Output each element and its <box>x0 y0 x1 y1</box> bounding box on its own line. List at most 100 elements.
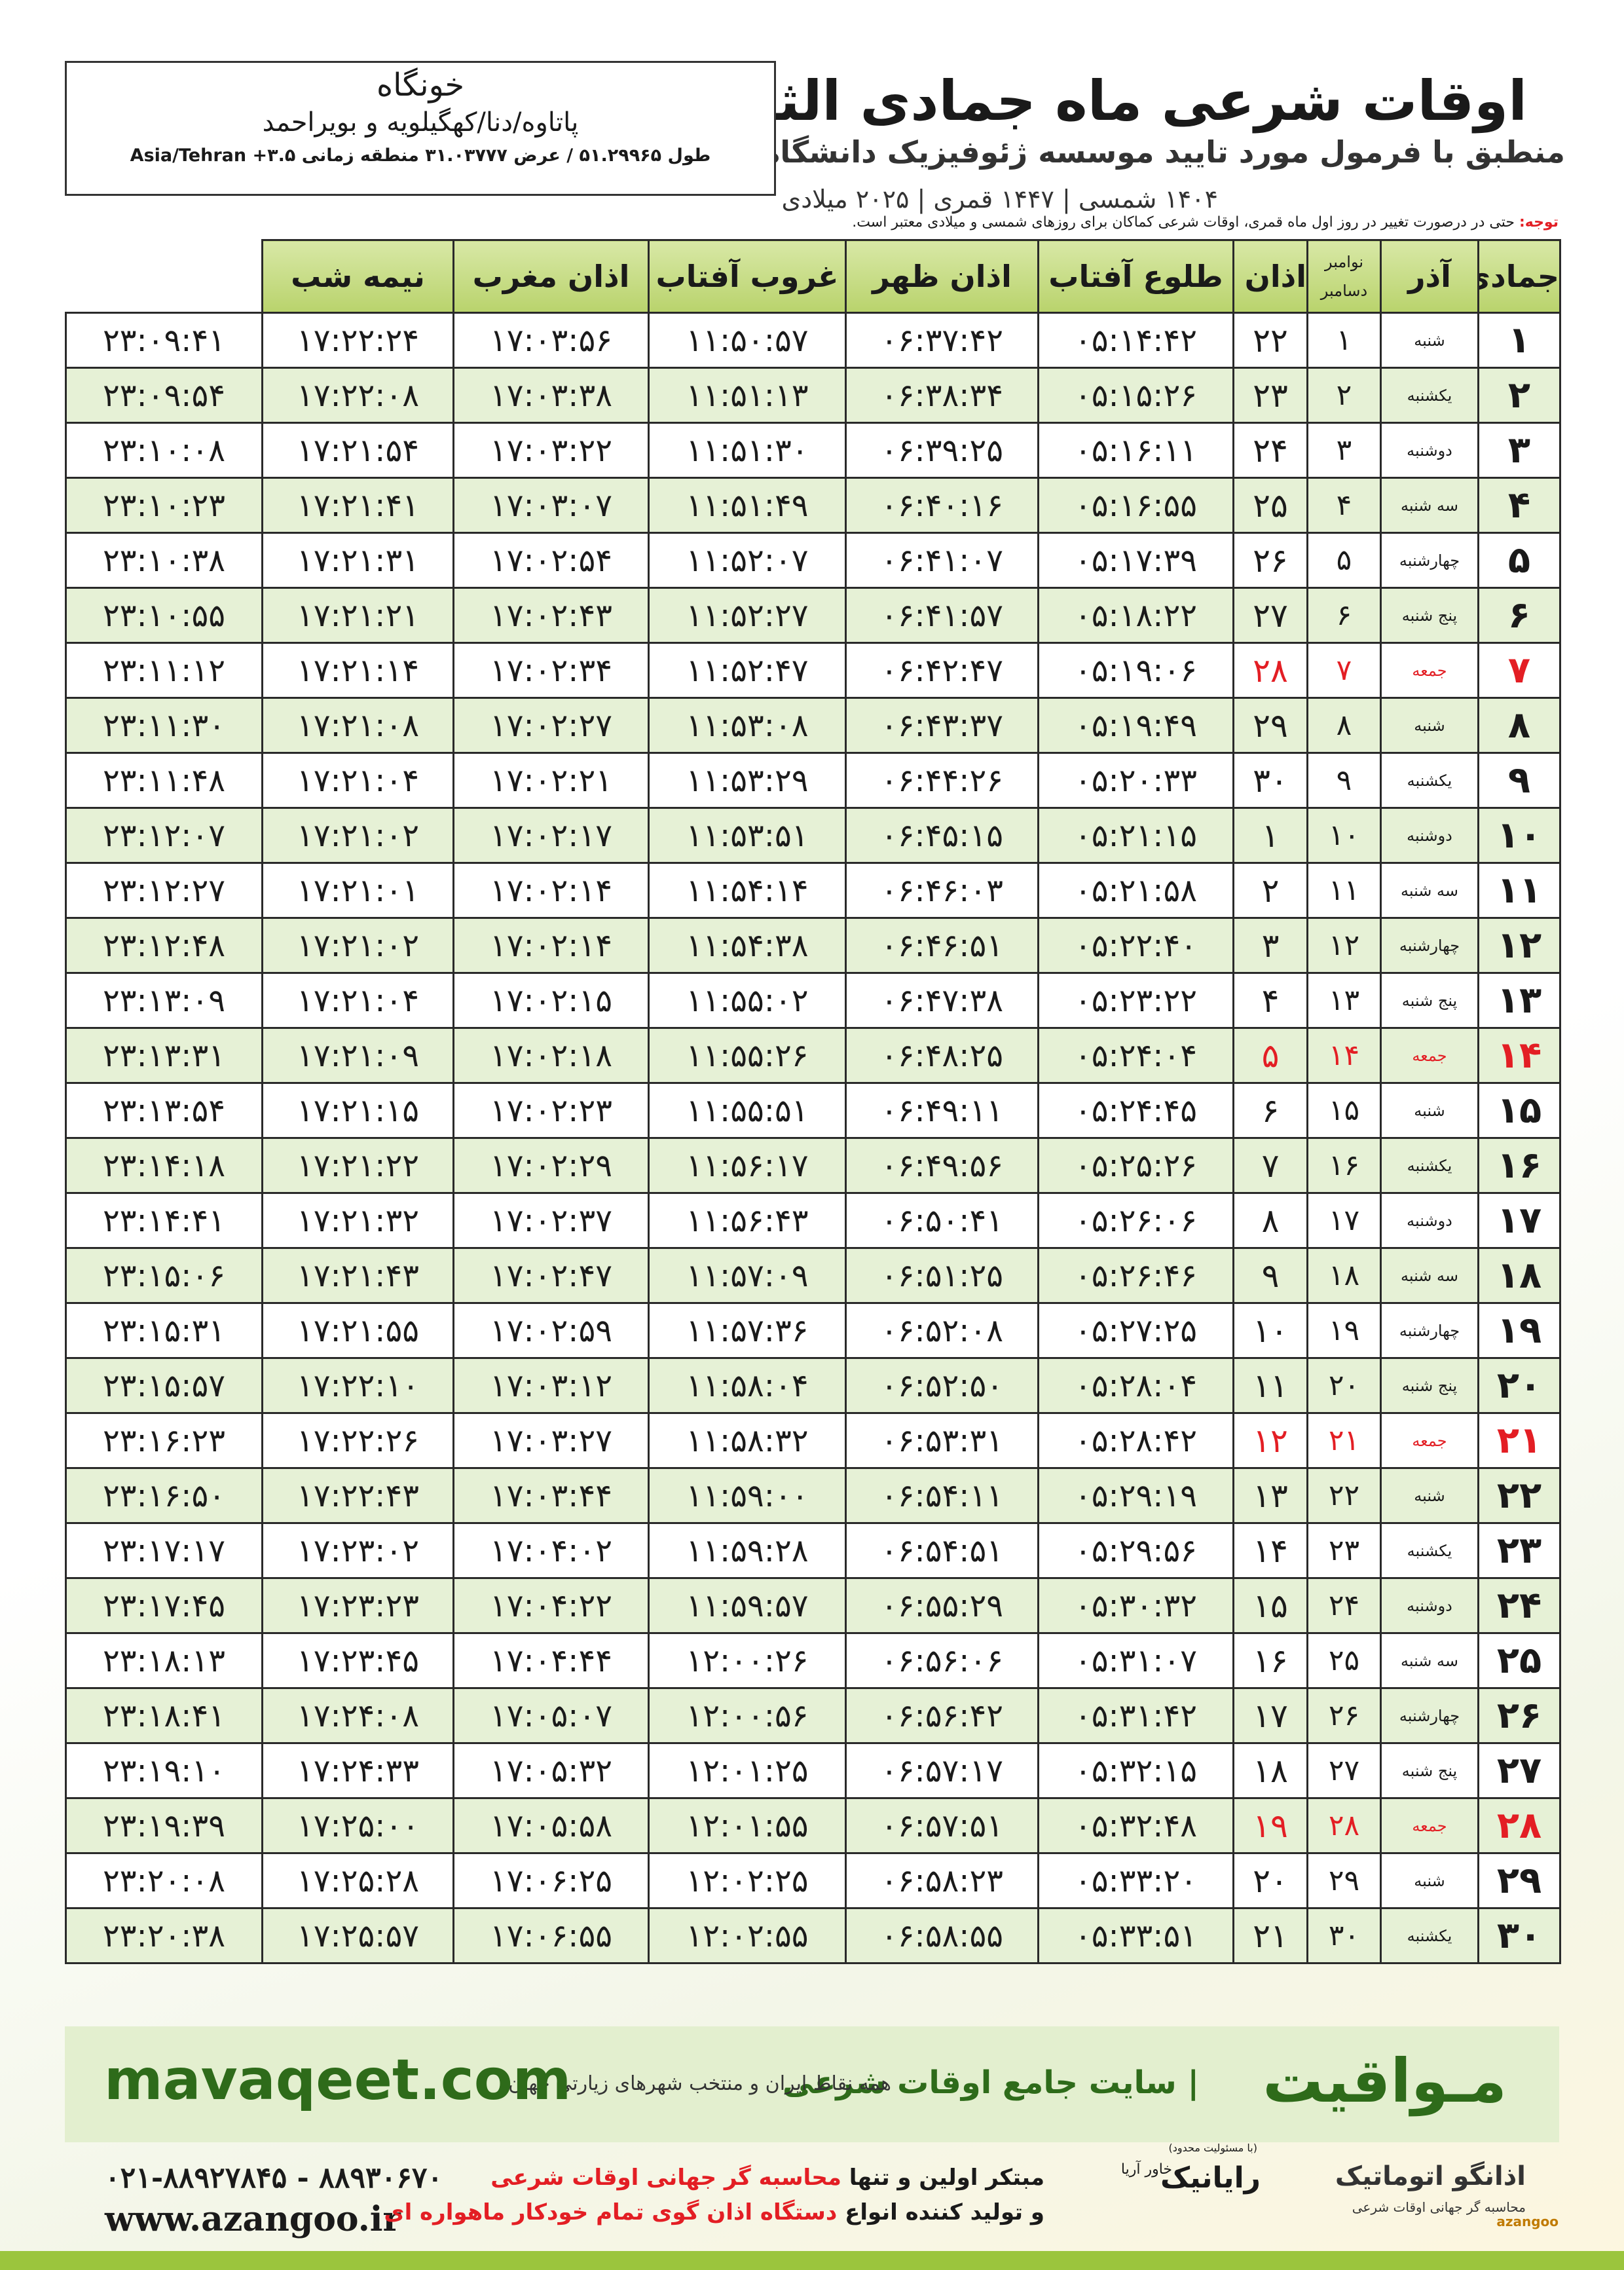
weekday: یکشنبه <box>1380 752 1479 809</box>
column-header: اذان صبح <box>1232 239 1308 314</box>
table-row: ۱۳ پنج شنبه ۱۳ ۴ ۰۵:۲۳:۲۲ ۰۶:۴۷:۳۸ ۱۱:۵۵:۰۲ ۱۷:… <box>65 972 1561 1029</box>
logo-azangoo: اذانگو اتوماتیک <box>1335 2161 1526 2191</box>
time-cell: ۱۲:۰۱:۵۵ <box>648 1797 847 1854</box>
hijri-day: ۱۲ <box>1477 917 1561 974</box>
time-cell: ۲۳:۱۷:۱۷ <box>65 1522 263 1579</box>
hijri-day: ۴ <box>1477 477 1561 534</box>
logo-khavar: خاور آریا <box>1120 2161 1172 2178</box>
time-cell: ۰۶:۵۲:۰۸ <box>845 1302 1039 1359</box>
table-row: ۲۵ سه شنبه ۲۵ ۱۶ ۰۵:۳۱:۰۷ ۰۶:۵۶:۰۶ ۱۲:۰۰:۲۶ ۱۷:… <box>65 1632 1561 1689</box>
time-cell: ۱۱:۵۹:۰۰ <box>648 1467 847 1524</box>
promo-text: و تولید کننده انواع <box>845 2199 1044 2225</box>
time-cell: ۱۷:۲۲:۲۴ <box>261 312 454 369</box>
table-row: ۲۸ جمعه ۲۸ ۱۹ ۰۵:۳۲:۴۸ ۰۶:۵۷:۵۱ ۱۲:۰۱:۵۵ ۱۷:۰۵:… <box>65 1797 1561 1854</box>
weekday: پنج شنبه <box>1380 1742 1479 1799</box>
weekday: شنبه <box>1380 312 1479 369</box>
table-row: ۲۶ چهارشنبه ۲۶ ۱۷ ۰۵:۳۱:۴۲ ۰۶:۵۶:۴۲ ۱۲:۰۰:۵۶ ۱۷… <box>65 1687 1561 1744</box>
time-cell: ۱۷:۰۳:۲۲ <box>452 422 650 479</box>
gregorian-day: ۲۱ <box>1232 1907 1308 1964</box>
table-row: ۶ پنج شنبه ۶ ۲۷ ۰۵:۱۸:۲۲ ۰۶:۴۱:۵۷ ۱۱:۵۲:۲۷ ۱۷:۰… <box>65 587 1561 644</box>
azar-day: ۲ <box>1306 367 1382 424</box>
time-cell: ۲۳:۱۹:۱۰ <box>65 1742 263 1799</box>
time-cell: ۱۲:۰۰:۲۶ <box>648 1632 847 1689</box>
time-cell: ۱۷:۲۲:۱۰ <box>261 1357 454 1414</box>
time-cell: ۰۵:۱۶:۱۱ <box>1037 422 1234 479</box>
time-cell: ۱۷:۰۴:۴۴ <box>452 1632 650 1689</box>
time-cell: ۱۷:۰۲:۱۷ <box>452 807 650 864</box>
table-row: ۳۰ یکشنبه ۳۰ ۲۱ ۰۵:۳۳:۵۱ ۰۶:۵۸:۵۵ ۱۲:۰۲:۵۵ ۱۷:۰… <box>65 1907 1561 1964</box>
hijri-day: ۳۰ <box>1477 1907 1561 1964</box>
hijri-day: ۱۴ <box>1477 1027 1561 1084</box>
azar-day: ۱۲ <box>1306 917 1382 974</box>
azar-day: ۱۶ <box>1306 1137 1382 1194</box>
gregorian-day: ۲۳ <box>1232 367 1308 424</box>
table-row: ۱ شنبه ۱ ۲۲ ۰۵:۱۴:۴۲ ۰۶:۳۷:۴۲ ۱۱:۵۰:۵۷ ۱۷:۰۳:۵۶… <box>65 312 1561 369</box>
time-cell: ۱۷:۰۴:۰۲ <box>452 1522 650 1579</box>
time-cell: ۱۱:۵۹:۲۸ <box>648 1522 847 1579</box>
azar-day: ۲۰ <box>1306 1357 1382 1414</box>
time-cell: ۰۵:۲۶:۰۶ <box>1037 1192 1234 1249</box>
time-cell: ۱۱:۵۵:۲۶ <box>648 1027 847 1084</box>
time-cell: ۰۶:۴۹:۱۱ <box>845 1082 1039 1139</box>
time-cell: ۰۵:۲۱:۵۸ <box>1037 862 1234 919</box>
azar-day: ۹ <box>1306 752 1382 809</box>
weekday: دوشنبه <box>1380 422 1479 479</box>
hijri-day: ۱۷ <box>1477 1192 1561 1249</box>
weekday: شنبه <box>1380 1852 1479 1909</box>
time-cell: ۱۷:۲۳:۴۵ <box>261 1632 454 1689</box>
time-cell: ۱۷:۰۲:۳۷ <box>452 1192 650 1249</box>
weekday: چهارشنبه <box>1380 917 1479 974</box>
time-cell: ۱۷:۰۵:۰۷ <box>452 1687 650 1744</box>
time-cell: ۰۶:۵۲:۵۰ <box>845 1357 1039 1414</box>
table-row: ۱۱ سه شنبه ۱۱ ۲ ۰۵:۲۱:۵۸ ۰۶:۴۶:۰۳ ۱۱:۵۴:۱۴ ۱۷:۰… <box>65 862 1561 919</box>
time-cell: ۲۳:۱۵:۵۷ <box>65 1357 263 1414</box>
time-cell: ۱۷:۰۲:۱۵ <box>452 972 650 1029</box>
time-cell: ۰۵:۲۴:۴۵ <box>1037 1082 1234 1139</box>
time-cell: ۰۵:۳۲:۴۸ <box>1037 1797 1234 1854</box>
time-cell: ۰۵:۲۳:۲۲ <box>1037 972 1234 1029</box>
table-row: ۵ چهارشنبه ۵ ۲۶ ۰۵:۱۷:۳۹ ۰۶:۴۱:۰۷ ۱۱:۵۲:۰۷ ۱۷:۰… <box>65 532 1561 589</box>
gregorian-day: ۲۴ <box>1232 422 1308 479</box>
time-cell: ۱۱:۵۱:۱۳ <box>648 367 847 424</box>
hijri-day: ۲۳ <box>1477 1522 1561 1579</box>
time-cell: ۰۵:۲۰:۳۳ <box>1037 752 1234 809</box>
brand: مـواقیت <box>1263 2046 1507 2116</box>
time-cell: ۰۶:۴۲:۴۷ <box>845 642 1039 699</box>
table-row: ۱۰ دوشنبه ۱۰ ۱ ۰۵:۲۱:۱۵ ۰۶:۴۵:۱۵ ۱۱:۵۳:۵۱ ۱۷:۰۲… <box>65 807 1561 864</box>
time-cell: ۱۲:۰۲:۲۵ <box>648 1852 847 1909</box>
table-row: ۱۹ چهارشنبه ۱۹ ۱۰ ۰۵:۲۷:۲۵ ۰۶:۵۲:۰۸ ۱۱:۵۷:۳۶ ۱۷… <box>65 1302 1561 1359</box>
logo-rayanik: رایانیک <box>1160 2161 1261 2195</box>
time-cell: ۱۷:۲۴:۰۸ <box>261 1687 454 1744</box>
gregorian-day: ۱۹ <box>1232 1797 1308 1854</box>
weekday: شنبه <box>1380 697 1479 754</box>
weekday: دوشنبه <box>1380 807 1479 864</box>
gregorian-day: ۲۵ <box>1232 477 1308 534</box>
weekday: پنج شنبه <box>1380 972 1479 1029</box>
time-cell: ۱۱:۵۵:۵۱ <box>648 1082 847 1139</box>
note-label: توجه: <box>1519 214 1559 231</box>
time-cell: ۱۷:۲۱:۰۲ <box>261 917 454 974</box>
gregorian-day: ۷ <box>1232 1137 1308 1194</box>
gregorian-day: ۱۵ <box>1232 1577 1308 1634</box>
column-header: اذان ظهر <box>845 239 1039 314</box>
city: خونگاه <box>376 67 465 103</box>
time-cell: ۱۷:۰۳:۳۸ <box>452 367 650 424</box>
time-cell: ۱۷:۲۲:۰۸ <box>261 367 454 424</box>
time-cell: ۱۷:۰۲:۲۱ <box>452 752 650 809</box>
gregorian-day: ۲۸ <box>1232 642 1308 699</box>
hijri-day: ۲۶ <box>1477 1687 1561 1744</box>
logo-note: (با مسئولیت محدود) <box>1168 2142 1257 2154</box>
time-cell: ۲۳:۱۱:۴۸ <box>65 752 263 809</box>
time-cell: ۰۶:۵۷:۱۷ <box>845 1742 1039 1799</box>
time-cell: ۱۷:۲۱:۰۹ <box>261 1027 454 1084</box>
time-cell: ۰۵:۳۰:۳۲ <box>1037 1577 1234 1634</box>
time-cell: ۲۳:۱۸:۱۳ <box>65 1632 263 1689</box>
time-cell: ۰۶:۵۵:۲۹ <box>845 1577 1039 1634</box>
table-row: ۲۴ دوشنبه ۲۴ ۱۵ ۰۵:۳۰:۳۲ ۰۶:۵۵:۲۹ ۱۱:۵۹:۵۷ ۱۷:۰… <box>65 1577 1561 1634</box>
time-cell: ۲۳:۱۴:۴۱ <box>65 1192 263 1249</box>
column-header-part: نوامبر <box>1324 253 1364 271</box>
logo-azangoo-latin: azangoo <box>1496 2214 1559 2229</box>
azar-day: ۲۹ <box>1306 1852 1382 1909</box>
gregorian-day: ۱۰ <box>1232 1302 1308 1359</box>
